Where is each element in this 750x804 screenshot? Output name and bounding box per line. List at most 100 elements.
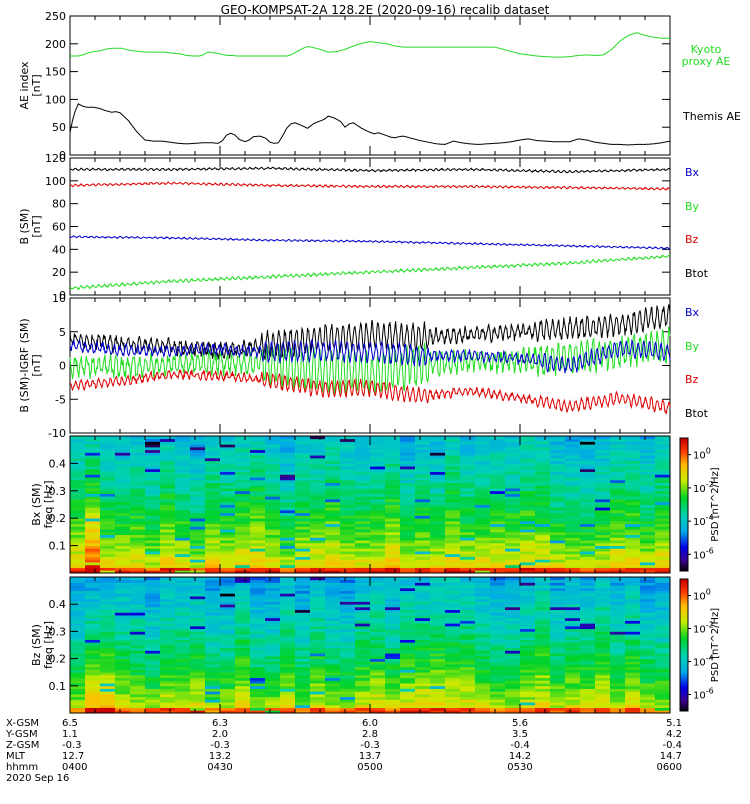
bx-spec-panel-cell [595,460,611,464]
bx-spec-panel-colorbar-cell [680,438,688,441]
bz-spec-panel-cell [460,685,476,689]
bx-spec-panel-cell [475,438,491,442]
bz-spec-panel-cell [475,639,491,643]
bx-spec-panel-cell [460,540,476,544]
bx-spec-panel-cell [415,540,431,544]
bz-spec-panel-cell [370,623,386,627]
bz-spec-panel-cell [595,590,611,594]
bx-spec-panel-cell [70,545,86,549]
bx-spec-panel-cell [220,455,236,459]
bz-spec-panel-cell [640,653,656,657]
bx-spec-panel-cell [85,463,101,467]
bz-spec-panel-cell [325,645,341,649]
bz-spec-panel-cell [280,672,296,676]
bx-spec-panel-cell [160,551,176,555]
bz-spec-panel-cell [625,585,641,589]
b-sm-panel-legend-btot: Btot [685,267,709,280]
bz-spec-panel-cell [565,672,581,676]
bz-spec-panel-cell [535,683,551,687]
bx-spec-panel-cell [280,436,296,440]
bz-spec-panel-cell [460,680,476,684]
bz-spec-panel-colorbar-cell [680,686,688,690]
bx-spec-panel-cell [265,534,281,538]
bx-spec-panel-cell [370,441,386,445]
bz-spec-panel-cell [415,612,431,616]
bz-spec-panel-cell [625,623,641,627]
bz-spec-panel-cell [250,639,266,643]
bz-spec-panel-cell [355,596,371,600]
bz-spec-panel-cell [355,683,371,687]
bz-spec-panel-cell [190,685,206,689]
bx-spec-panel-colorbar-tick-label: 10-6 [693,546,714,561]
bz-spec-panel-cell [85,631,101,635]
bx-spec-panel-cell [595,537,611,541]
bz-spec-panel-cell [415,653,431,657]
bx-spec-panel-cell [430,529,446,533]
bz-spec-panel-cell [310,606,326,611]
bz-spec-panel-cell [460,634,476,638]
bz-spec-panel-cell [445,674,461,679]
bz-spec-panel-cell [295,691,311,695]
bx-spec-panel-cell [520,548,536,552]
bx-spec-panel-cell [385,518,401,522]
bz-spec-panel-cell [430,674,446,679]
bx-spec-panel-cell [625,507,641,511]
bx-spec-panel-cell [220,485,236,489]
bx-spec-panel-cell [100,562,116,566]
bx-spec-panel-cell [340,509,356,514]
bx-spec-panel-cell [565,570,581,574]
bz-spec-panel-cell [160,688,176,692]
bz-spec-panel-cell [445,617,461,621]
bz-spec-panel-cell [250,623,266,627]
bx-spec-panel-cell [325,444,341,448]
bz-spec-panel-cell [400,680,416,684]
bx-spec-panel-cell [160,564,176,568]
bz-spec-panel-cell [430,693,446,698]
bz-spec-panel-cell [205,590,221,594]
bx-spec-panel-cell [490,501,506,505]
bx-spec-panel-cell [640,477,656,481]
bx-spec-panel-cell [265,531,281,536]
bz-spec-panel-cell [475,693,491,698]
bz-spec-panel-cell [610,593,626,597]
bz-spec-panel-cell [595,658,611,662]
bx-spec-panel-cell [160,529,176,533]
bz-spec-panel-cell [115,623,131,627]
bx-spec-panel-cell [325,485,341,489]
bx-spec-panel-cell [640,493,656,497]
bx-spec-panel-cell [220,529,236,533]
bx-spec-panel-cell [475,471,491,475]
bx-spec-panel-cell [295,567,311,571]
bx-spec-panel-cell [160,526,176,530]
ae-panel-ytick-label: 150 [45,66,66,79]
bx-spec-panel-cell [400,570,416,574]
bz-spec-panel-cell [460,609,476,613]
bz-spec-panel-cell [475,653,491,657]
bx-spec-panel-cell [655,507,671,511]
bx-spec-panel-cell [580,570,596,574]
bz-spec-panel-cell [415,702,431,706]
bz-spec-panel-cell [145,661,161,665]
bx-spec-panel-cell [310,507,326,511]
bz-spec-panel-cell [205,693,221,698]
bx-spec-panel-cell [535,520,551,525]
bx-spec-panel-cell [325,537,341,541]
bx-spec-panel-cell [565,444,581,448]
bz-spec-panel-cell [160,702,176,706]
bx-spec-panel-cell [610,515,626,519]
bz-spec-panel-colorbar-cell [680,585,688,589]
bx-spec-panel-cell [370,567,386,571]
bz-spec-panel-cell [340,645,356,649]
bx-spec-panel-cell [160,485,176,489]
bx-spec-panel-cell [490,507,506,511]
bz-spec-panel-cell [625,628,641,632]
bz-spec-panel-cell [385,710,401,714]
bz-spec-panel-cell [550,623,566,627]
bz-spec-panel-cell [310,615,326,619]
bz-spec-panel-cell [160,647,176,651]
bz-spec-panel-cell [445,680,461,684]
bx-spec-panel-cell [550,567,566,571]
bx-spec-panel-cell [205,537,221,541]
bx-spec-panel-cell [265,455,281,459]
bx-spec-panel-cell [415,479,431,483]
